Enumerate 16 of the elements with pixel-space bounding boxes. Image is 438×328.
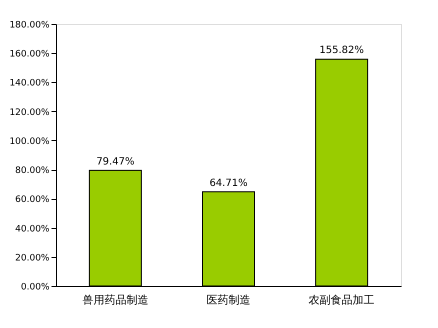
y-tick-label: 180.00% <box>9 20 50 30</box>
data-label: 155.82% <box>319 45 364 56</box>
y-tick-label: 20.00% <box>15 253 50 264</box>
y-tick-label: 0.00% <box>20 282 50 292</box>
x-tick-label: 农副食品加工 <box>308 294 375 306</box>
x-tick-label: 兽用药品制造 <box>82 294 148 306</box>
data-label: 79.47% <box>96 156 134 168</box>
y-tick-label: 40.00% <box>15 224 50 234</box>
y-tick-label: 160.00% <box>9 50 50 60</box>
data-label: 64.71% <box>209 178 248 189</box>
y-tick-label: 100.00% <box>9 136 50 147</box>
x-tick-label: 医药制造 <box>206 294 250 306</box>
y-tick-label: 140.00% <box>9 78 50 89</box>
y-tick-label: 60.00% <box>15 195 50 206</box>
y-tick-label: 80.00% <box>15 166 50 176</box>
y-tick-label: 120.00% <box>9 108 50 118</box>
